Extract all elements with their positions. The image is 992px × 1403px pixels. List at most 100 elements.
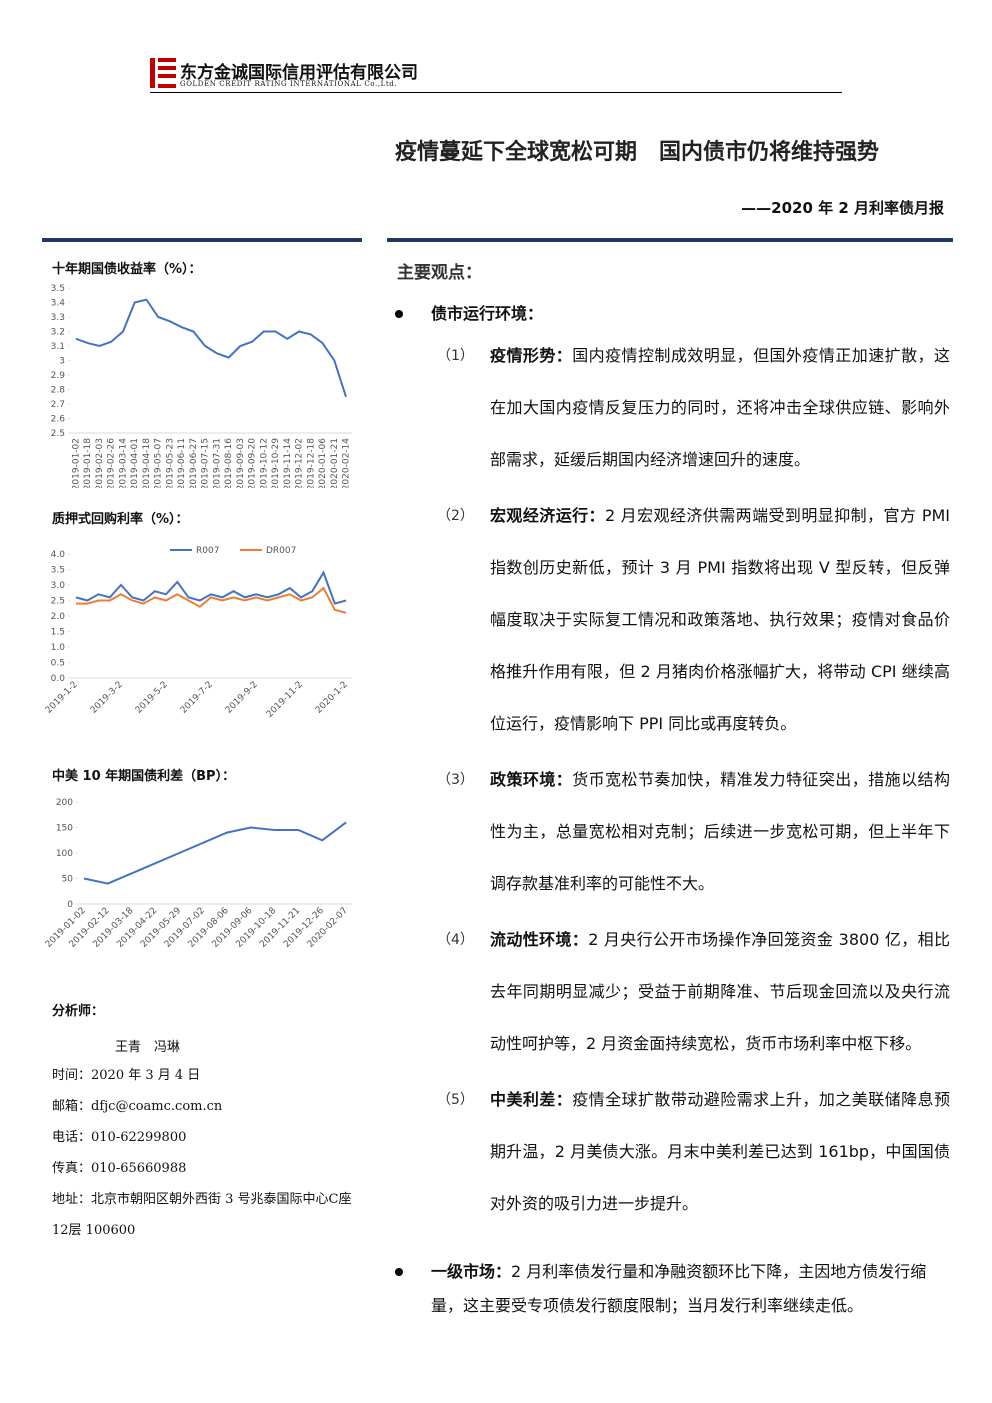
y-tick-label: 3.4 bbox=[51, 299, 66, 309]
item-lead: 中美利差： bbox=[490, 1090, 573, 1109]
x-tick-label: 2019-3-2 bbox=[89, 680, 125, 716]
x-tick-label: 2019-03-14 bbox=[118, 438, 128, 488]
y-tick-label: 2.7 bbox=[51, 400, 65, 410]
item-lead: 宏观经济运行： bbox=[490, 506, 605, 525]
y-tick-label: 0 bbox=[67, 900, 73, 910]
x-tick-label: 2020-01-21 bbox=[330, 438, 340, 488]
item-text: 国内疫情控制成效明显，但国外疫情正加速扩散，这在加大国内疫情反复压力的同时，还将… bbox=[490, 346, 950, 469]
y-tick-label: 0.0 bbox=[51, 674, 66, 684]
x-tick-label: 2019-04-01 bbox=[130, 438, 140, 488]
item: （2） 宏观经济运行：2 月宏观经济供需两端受到明显抑制，官方 PMI 指数创历史… bbox=[395, 502, 950, 762]
contacts: 时间：2020 年 3 月 4 日邮箱：dfjc@coamc.com.cn 电话：… bbox=[52, 1060, 362, 1246]
section-title: 一级市场： bbox=[431, 1262, 512, 1281]
line-series bbox=[75, 570, 347, 605]
x-tick-label: 2020-1-2 bbox=[314, 680, 350, 716]
y-tick-label: 3.5 bbox=[51, 566, 65, 576]
x-tick-label: 2019-10-29 bbox=[271, 438, 281, 488]
item-text: 2 月央行公开市场操作净回笼资金 3800 亿，相比去年同期明显减少；受益于前期… bbox=[490, 930, 950, 1053]
legend-label: R007 bbox=[196, 546, 219, 556]
x-tick-label: 2019-11-14 bbox=[283, 438, 293, 488]
item-body: 政策环境：货币宽松节奏加快，精准发力特征突出，措施以结构性为主，总量宽松相对克制… bbox=[490, 754, 950, 910]
y-tick-label: 3.5 bbox=[51, 284, 65, 294]
chart: 2.5 2.6 2.7 2.8 2.9 3 3.1 3.2 3.3 3.4 3.5 2019-01-0… bbox=[51, 284, 352, 488]
legend-label: DR007 bbox=[266, 546, 296, 556]
item-lead: 流动性环境： bbox=[490, 930, 589, 949]
item-body: 宏观经济运行：2 月宏观经济供需两端受到明显抑制，官方 PMI 指数创历史新低，… bbox=[490, 490, 950, 750]
x-tick-label: 2019-01-18 bbox=[83, 438, 93, 488]
x-tick-label: 2019-07-15 bbox=[201, 438, 211, 488]
contact: 时间：2020 年 3 月 4 日 bbox=[52, 1068, 201, 1083]
section-body: 债市运行环境： bbox=[431, 290, 950, 338]
x-tick-label: 2019-11-2 bbox=[265, 680, 305, 720]
section: 债市运行环境： （1） 疫情形势：国内疫情控制成效明显，但国外疫情正加速扩散，这在加… bbox=[395, 290, 950, 1242]
x-tick-label: 2019-05-07 bbox=[154, 438, 164, 488]
item: （1） 疫情形势：国内疫情控制成效明显，但国外疫情正加速扩散，这在加大国内疫情反复… bbox=[395, 342, 950, 498]
x-tick-label: 2019-08-16 bbox=[224, 438, 234, 488]
analysts: 王青 冯琳 bbox=[115, 1040, 181, 1055]
item-number: （3） bbox=[437, 772, 474, 788]
x-tick-label: 2019-06-27 bbox=[189, 438, 199, 488]
analyst-label: 分析师： bbox=[52, 1004, 105, 1019]
item: （4） 流动性环境：2 月央行公开市场操作净回笼资金 3800 亿，相比去年同期明… bbox=[395, 926, 950, 1082]
y-tick-label: 3.1 bbox=[51, 342, 65, 352]
item-number: （5） bbox=[437, 1092, 474, 1108]
y-tick-label: 150 bbox=[56, 824, 73, 834]
item-text: 2 月宏观经济供需两端受到明显抑制，官方 PMI 指数创历史新低，预计 3 月 … bbox=[490, 506, 950, 733]
item-text: 疫情全球扩散带动避险需求上升，加之美联储降息预期升温，2 月美债大涨。月末中美利… bbox=[490, 1090, 950, 1213]
y-tick-label: 2.5 bbox=[51, 597, 65, 607]
x-tick-label: 2019-02-26 bbox=[107, 438, 117, 488]
contact: 邮箱：dfjc@coamc.com.cn bbox=[52, 1099, 223, 1114]
x-tick-label: 2019-7-2 bbox=[179, 680, 215, 716]
chart-title: 质押式回购利率（%）： bbox=[52, 512, 189, 527]
item-body: 中美利差：疫情全球扩散带动避险需求上升，加之美联储降息预期升温，2 月美债大涨。… bbox=[490, 1074, 950, 1230]
item-lead: 疫情形势： bbox=[490, 346, 573, 365]
x-tick-label: 2020-01-06 bbox=[318, 438, 328, 488]
y-tick-label: 100 bbox=[56, 849, 73, 859]
header-rule bbox=[150, 92, 842, 93]
x-tick-label: 2019-9-2 bbox=[224, 680, 260, 716]
company-cn: 东方金诚国际信用评估有限公司 bbox=[180, 63, 418, 83]
subtitle: ——2020 年 2 月利率债月报 bbox=[741, 199, 944, 217]
right-bar bbox=[387, 238, 953, 242]
x-tick-label: 2019-09-03 bbox=[236, 438, 246, 488]
x-tick-label: 2019-5-2 bbox=[134, 680, 170, 716]
y-tick-label: 2.0 bbox=[51, 612, 66, 622]
section-text: 2 月利率债发行量和净融资额环比下降，主因地方债发行缩量，这主要受专项债发行额度… bbox=[431, 1262, 927, 1315]
company-en: GOLDEN CREDIT RATING INTERNATIONAL Co.,L… bbox=[180, 80, 398, 88]
y-tick-label: 200 bbox=[56, 798, 73, 808]
chart-title: 中美 10 年期国债利差（BP）： bbox=[52, 769, 236, 784]
x-tick-label: 2019-1-2 bbox=[44, 680, 80, 716]
x-tick-label: 2019-10-12 bbox=[259, 438, 269, 488]
y-tick-label: 3.0 bbox=[51, 581, 66, 591]
x-tick-label: 2020-02-14 bbox=[342, 438, 352, 488]
line-series bbox=[83, 821, 347, 885]
y-tick-label: 3.2 bbox=[51, 328, 65, 338]
logo bbox=[150, 58, 176, 88]
item-body: 流动性环境：2 月央行公开市场操作净回笼资金 3800 亿，相比去年同期明显减少… bbox=[490, 914, 950, 1070]
y-tick-label: 0.5 bbox=[51, 659, 65, 669]
main-points: 债市运行环境： （1） 疫情形势：国内疫情控制成效明显，但国外疫情正加速扩散，这在加… bbox=[395, 290, 950, 1323]
x-tick-label: 2019-06-11 bbox=[177, 438, 187, 488]
contact: 电话：010-62299800 bbox=[52, 1130, 187, 1145]
item-number: （1） bbox=[437, 348, 474, 364]
y-tick-label: 1.0 bbox=[51, 643, 66, 653]
x-tick-label: 2019-01-02 bbox=[72, 438, 82, 488]
x-tick-label: 2019-12-18 bbox=[306, 438, 316, 488]
y-tick-label: 4.0 bbox=[51, 550, 66, 560]
item-number: （4） bbox=[437, 932, 474, 948]
item-lead: 政策环境： bbox=[490, 770, 573, 789]
y-tick-label: 2.9 bbox=[51, 371, 66, 381]
x-tick-label: 2019-04-18 bbox=[142, 438, 152, 488]
contact: 地址：北京市朝阳区朝外西街 3 号兆泰国际中心C座12层 100600 bbox=[52, 1192, 352, 1238]
line-series bbox=[75, 298, 347, 398]
section-body: 一级市场：2 月利率债发行量和净融资额环比下降，主因地方债发行缩量，这主要受专项… bbox=[431, 1248, 950, 1323]
section: 一级市场：2 月利率债发行量和净融资额环比下降，主因地方债发行缩量，这主要受专项… bbox=[395, 1248, 950, 1323]
contact: 传真：010-65660988 bbox=[52, 1161, 187, 1176]
left-bar bbox=[42, 238, 362, 242]
item-text: 货币宽松节奏加快，精准发力特征突出，措施以结构性为主，总量宽松相对克制；后续进一… bbox=[490, 770, 950, 893]
main-heading: 主要观点： bbox=[397, 263, 482, 283]
y-tick-label: 3 bbox=[59, 357, 65, 367]
x-tick-label: 2019-05-23 bbox=[165, 438, 175, 488]
section-title: 债市运行环境： bbox=[431, 304, 544, 323]
